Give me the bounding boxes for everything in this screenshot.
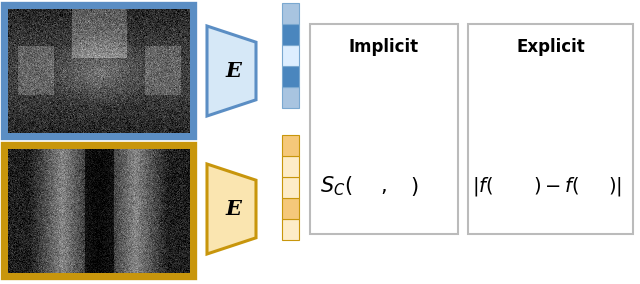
Bar [282, 45, 298, 66]
Text: Implicit: Implicit [349, 38, 419, 56]
Bar [346, 121, 364, 143]
Bar [346, 165, 364, 187]
Bar [501, 143, 519, 165]
FancyBboxPatch shape [468, 24, 633, 234]
Bar [282, 135, 298, 156]
Bar [501, 187, 519, 209]
Text: E: E [225, 61, 241, 81]
Bar [566, 99, 584, 121]
Bar [501, 121, 519, 143]
Bar [282, 3, 298, 24]
Text: Explicit: Explicit [516, 38, 585, 56]
Text: E: E [225, 199, 241, 219]
Bar [376, 187, 394, 209]
Bar [376, 165, 394, 187]
FancyBboxPatch shape [310, 24, 458, 234]
Bar [501, 99, 519, 121]
Bar [5, 146, 193, 276]
Bar [282, 177, 298, 198]
Text: $,$: $,$ [380, 176, 387, 196]
Bar [282, 198, 298, 219]
Bar [501, 165, 519, 187]
Bar [282, 66, 298, 87]
Bar [282, 219, 298, 240]
Bar [282, 156, 298, 177]
Bar [346, 187, 364, 209]
Text: $)-f($: $)-f($ [533, 176, 579, 197]
Bar [5, 6, 193, 136]
Text: $|f($: $|f($ [472, 174, 493, 197]
Bar [566, 121, 584, 143]
Polygon shape [207, 26, 256, 116]
Bar [346, 99, 364, 121]
Bar [566, 187, 584, 209]
Text: $)|$: $)|$ [608, 174, 621, 197]
Text: $S_C($: $S_C($ [320, 174, 353, 198]
Bar [346, 143, 364, 165]
Bar [282, 87, 298, 108]
Bar [376, 143, 394, 165]
Text: $)$: $)$ [410, 174, 419, 197]
Bar [566, 165, 584, 187]
Bar [376, 121, 394, 143]
Bar [376, 99, 394, 121]
Polygon shape [207, 164, 256, 254]
Bar [282, 24, 298, 45]
Bar [566, 143, 584, 165]
